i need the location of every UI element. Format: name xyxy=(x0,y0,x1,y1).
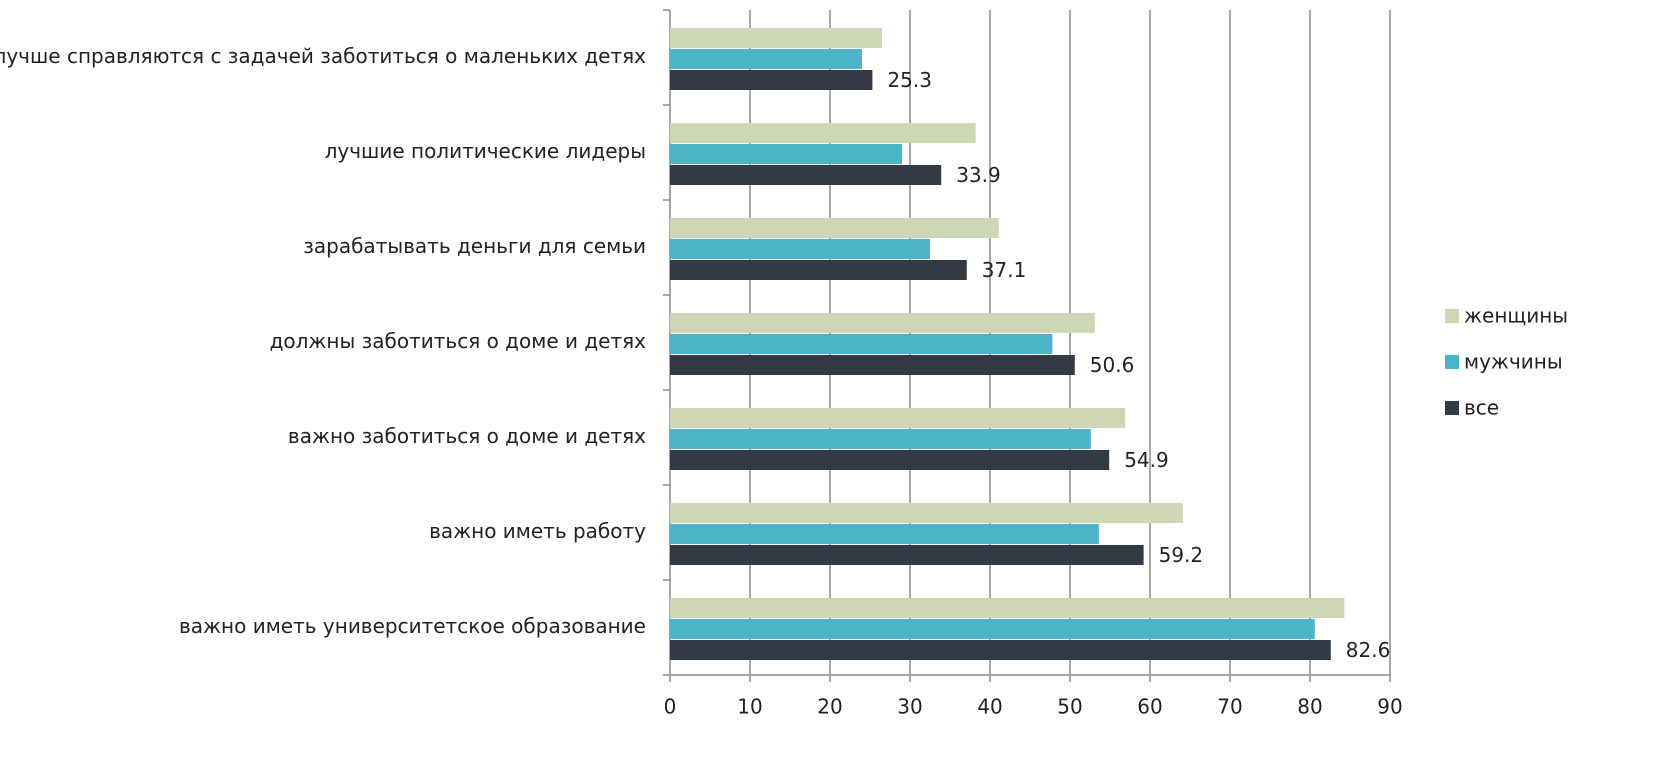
y-tick-label: зарабатывать деньги для семьи xyxy=(303,234,646,258)
bar xyxy=(670,313,1095,333)
data-label: 25.3 xyxy=(887,68,932,92)
y-tick-label: должны заботиться о доме и детях xyxy=(270,329,647,353)
y-tick-label: лучшие политические лидеры xyxy=(325,139,646,163)
bar xyxy=(670,49,862,69)
y-tick-label: важно иметь работу xyxy=(429,519,646,543)
x-tick-label: 70 xyxy=(1217,695,1242,719)
x-tick-label: 0 xyxy=(664,695,677,719)
legend-label: все xyxy=(1464,396,1499,420)
bar xyxy=(670,598,1345,618)
bar xyxy=(670,144,902,164)
bar xyxy=(670,165,942,185)
bar xyxy=(670,28,882,48)
data-label: 37.1 xyxy=(982,258,1027,282)
bar xyxy=(670,640,1331,660)
y-tick-label: лучше справляются с задачей заботиться о… xyxy=(0,44,646,68)
x-tick-label: 50 xyxy=(1057,695,1082,719)
data-label: 59.2 xyxy=(1159,543,1204,567)
y-tick-label: важно иметь университетское образование xyxy=(179,614,646,638)
x-tick-label: 30 xyxy=(897,695,922,719)
bar xyxy=(670,408,1126,428)
legend-swatch xyxy=(1445,309,1459,323)
bar xyxy=(670,524,1099,544)
legend-label: мужчины xyxy=(1464,350,1563,374)
y-tick-label: важно заботиться о доме и детях xyxy=(288,424,646,448)
bar xyxy=(670,545,1144,565)
bar xyxy=(670,503,1183,523)
bar xyxy=(670,239,930,259)
bar xyxy=(670,429,1091,449)
bar xyxy=(670,70,873,90)
data-label: 54.9 xyxy=(1124,448,1169,472)
bar xyxy=(670,260,967,280)
bar xyxy=(670,218,999,238)
x-tick-label: 40 xyxy=(977,695,1002,719)
data-label: 33.9 xyxy=(956,163,1001,187)
x-tick-label: 80 xyxy=(1297,695,1322,719)
data-label: 50.6 xyxy=(1090,353,1135,377)
x-tick-label: 90 xyxy=(1377,695,1402,719)
bar xyxy=(670,123,976,143)
bar xyxy=(670,355,1075,375)
bar xyxy=(670,619,1315,639)
legend-swatch xyxy=(1445,401,1459,415)
x-tick-label: 10 xyxy=(737,695,762,719)
data-label: 82.6 xyxy=(1346,638,1391,662)
x-tick-label: 20 xyxy=(817,695,842,719)
x-tick-label: 60 xyxy=(1137,695,1162,719)
bar xyxy=(670,450,1110,470)
bar xyxy=(670,334,1053,354)
legend-label: женщины xyxy=(1464,304,1568,328)
legend-swatch xyxy=(1445,355,1459,369)
